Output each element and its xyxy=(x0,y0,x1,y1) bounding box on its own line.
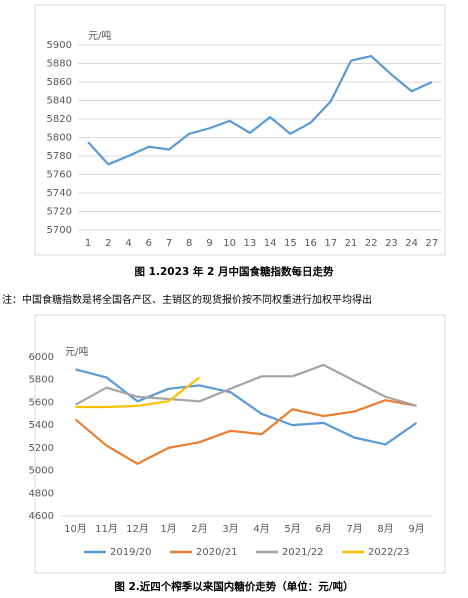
x-tick-label: 16 xyxy=(304,238,317,249)
y-tick-label: 5200 xyxy=(29,443,54,454)
y-tick-label: 5600 xyxy=(29,397,54,408)
y-tick-label: 5860 xyxy=(47,77,72,88)
x-tick-label: 8月 xyxy=(377,523,393,535)
y-tick-label: 5800 xyxy=(47,133,72,144)
legend-label: 2020/21 xyxy=(196,547,238,558)
y-axis-label: 元/吨 xyxy=(88,29,111,42)
x-tick-label: 2月 xyxy=(191,523,207,535)
figure-caption: 图 1.2023 年 2 月中国食糖指数每日走势 xyxy=(135,265,334,278)
legend-label: 2019/20 xyxy=(110,547,152,558)
y-tick-label: 5840 xyxy=(47,96,72,107)
x-tick-label: 23 xyxy=(385,238,398,249)
y-tick-label: 5780 xyxy=(47,151,72,162)
x-tick-label: 5月 xyxy=(284,523,300,535)
x-tick-label: 8 xyxy=(186,238,192,249)
y-tick-label: 5760 xyxy=(47,170,72,181)
x-tick-label: 24 xyxy=(405,238,418,249)
chart-frame xyxy=(34,4,446,256)
note: 注：中国食糖指数是将全国各产区、主销区的现货报价按不同权重进行加权平均得出 xyxy=(2,293,372,306)
y-tick-label: 5820 xyxy=(47,114,72,125)
y-tick-label: 5880 xyxy=(47,59,72,70)
x-tick-label: 21 xyxy=(345,238,358,249)
x-tick-label: 13 xyxy=(244,238,257,249)
y-tick-label: 5400 xyxy=(29,420,54,431)
x-tick-label: 6 xyxy=(146,238,152,249)
y-tick-label: 5740 xyxy=(47,188,72,199)
y-tick-label: 4600 xyxy=(29,511,54,522)
x-tick-label: 9月 xyxy=(408,523,424,535)
y-tick-label: 6000 xyxy=(29,352,54,363)
legend-label: 2021/22 xyxy=(282,547,324,558)
x-tick-label: 2 xyxy=(105,238,111,249)
y-tick-label: 5900 xyxy=(47,40,72,51)
y-tick-label: 5700 xyxy=(47,225,72,236)
x-tick-label: 7月 xyxy=(346,523,362,535)
x-tick-label: 11月 xyxy=(95,523,118,535)
x-tick-label: 14 xyxy=(264,238,277,249)
y-tick-label: 5720 xyxy=(47,207,72,218)
series-line xyxy=(74,399,417,465)
series-line xyxy=(75,376,201,409)
x-tick-label: 6月 xyxy=(315,523,331,535)
figure-caption: 图 2.近四个榨季以来国内糖价走势（单位：元/吨） xyxy=(114,580,353,593)
x-tick-label: 4月 xyxy=(253,523,269,535)
y-tick-label: 5800 xyxy=(29,375,54,386)
x-tick-label: 3月 xyxy=(222,523,238,535)
series-line xyxy=(75,368,418,446)
y-tick-label: 4800 xyxy=(29,488,54,499)
x-tick-label: 17 xyxy=(324,238,337,249)
x-tick-label: 22 xyxy=(365,238,378,249)
y-tick-label: 5000 xyxy=(29,466,54,477)
x-tick-label: 10月 xyxy=(64,523,87,535)
x-tick-label: 7 xyxy=(166,238,172,249)
x-tick-label: 10 xyxy=(223,238,236,249)
x-tick-label: 12月 xyxy=(126,523,149,535)
x-tick-label: 15 xyxy=(284,238,297,249)
x-tick-label: 9 xyxy=(206,238,212,249)
series-line xyxy=(74,363,417,407)
x-tick-label: 1 xyxy=(85,238,91,249)
y-axis-label: 元/吨 xyxy=(65,345,88,358)
series-line xyxy=(87,55,433,166)
x-tick-label: 1月 xyxy=(160,523,176,535)
x-tick-label: 4 xyxy=(125,238,131,249)
legend-label: 2022/23 xyxy=(368,547,410,558)
x-tick-label: 27 xyxy=(426,238,439,249)
